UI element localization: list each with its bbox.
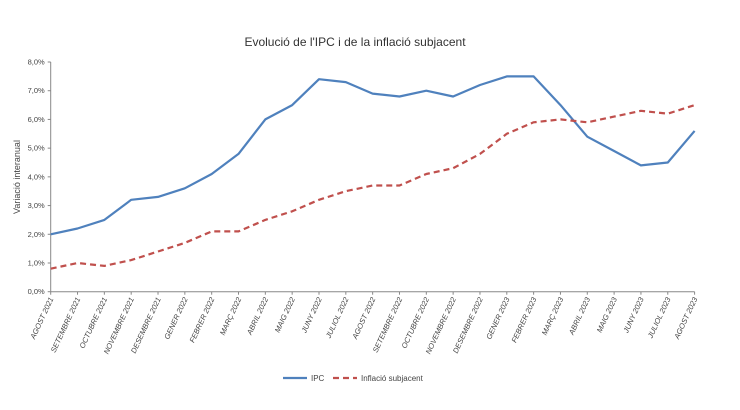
x-tick-label: MAIG 2022 [273,295,298,334]
y-tick-label: 2,0% [28,230,45,239]
legend: IPC Inflació subjacent [283,374,424,383]
x-tick-label: OCTUBRE 2021 [78,296,110,350]
x-tick-label: DESEMBRE 2022 [451,295,485,355]
chart-title: Evolució de l'IPC i de la inflació subja… [244,35,466,49]
x-tick-label: GENER 2023 [484,295,512,341]
x-tick-label: JULIOL 2023 [645,295,673,340]
x-tick-label: AGOST 2022 [350,295,378,341]
series-line-ipc [50,75,696,236]
x-tick-label: AGOST 2021 [28,296,56,342]
x-tick-label: MAIG 2023 [595,295,620,334]
x-tick-label: FEBRER 2022 [188,295,217,344]
series-line-inflacio-subjacent [50,104,695,270]
legend-label: Inflació subjacent [361,374,424,383]
x-tick-label: ABRIL 2022 [245,295,271,337]
y-axis-label: Variació interanual [12,140,22,214]
series-group [50,75,696,270]
y-tick-label: 4,0% [28,172,45,181]
x-tick-label: ABRIL 2023 [566,295,592,337]
y-tick-label: 3,0% [28,201,45,210]
axes: 0,0% 1,0% 2,0% 3,0% 4,0% 5,0% 6,0% 7,0% 8,0% AGOS… [28,58,700,356]
x-tick-label: MARÇ 2023 [540,295,566,337]
y-tick-label: 8,0% [28,58,45,67]
x-tick-label: JULIOL 2022 [323,295,351,340]
x-tick-label: JUNY 2023 [621,295,646,335]
x-tick-label: JUNY 2022 [299,295,324,335]
y-tick-label: 1,0% [28,258,45,267]
x-tick-label: FEBRER 2023 [509,295,538,344]
x-tick-label: DESEMBRE 2021 [129,296,163,355]
legend-label: IPC [311,374,325,383]
y-tick-label: 6,0% [28,115,45,124]
y-tick-label: 5,0% [28,144,45,153]
x-tick-label: OCTUBRE 2022 [400,295,432,350]
y-tick-label: 7,0% [28,86,45,95]
x-tick-label: GENER 2022 [162,295,190,341]
x-tick-label: MARÇ 2022 [218,295,244,337]
y-tick-label: 0,0% [28,287,45,296]
x-tick-label: AGOST 2023 [672,295,700,341]
